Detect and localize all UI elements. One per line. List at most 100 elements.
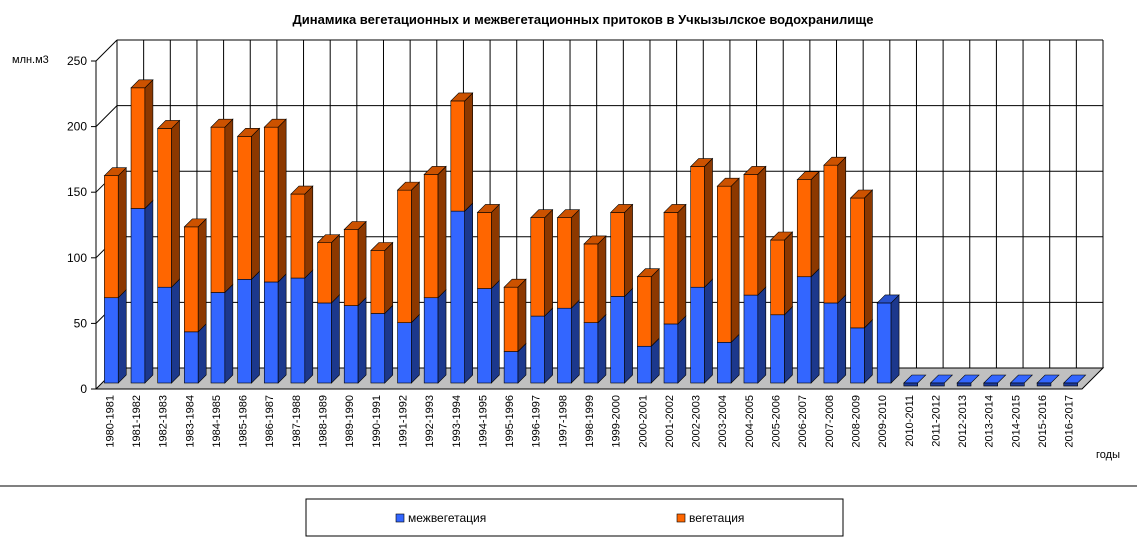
bar-vegetatsiya-top: [556, 209, 581, 218]
bar-vegetatsiya-side: [171, 119, 180, 288]
bar-mezhvegetatsiya-side: [331, 294, 340, 384]
bar-vegetatsiya-top: [183, 218, 207, 228]
bar-vegetatsiya-side: [411, 181, 420, 324]
bar-mezhvegetatsiya-side: [197, 323, 207, 384]
bar-vegetatsiya-side: [570, 208, 580, 309]
bar-vegetatsiya-side: [277, 118, 287, 283]
x-tick-label: 2006-2007: [797, 395, 809, 448]
x-tick-label: 2005-2006: [771, 395, 783, 448]
bar-mezhvegetatsiya-side: [357, 296, 367, 384]
bar-vegetatsiya: [530, 217, 545, 317]
bar-mezhvegetatsiya: [130, 208, 146, 384]
bar-mezhvegetatsiya-side: [864, 319, 873, 384]
bar-vegetatsiya-side: [837, 156, 847, 304]
bar-vegetatsiya: [663, 212, 679, 325]
bar-vegetatsiya-side: [597, 235, 607, 324]
bar-mezhvegetatsiya: [503, 351, 519, 384]
bar-vegetatsiya-top: [130, 79, 154, 89]
bar-mezhvegetatsiya: [557, 307, 572, 384]
bar-mezhvegetatsiya: [690, 286, 705, 384]
bar-vegetatsiya-top: [396, 181, 421, 191]
bar-vegetatsiya-side: [810, 170, 820, 278]
bar-vegetatsiya: [557, 217, 572, 309]
x-tick-label: 1989-1990: [344, 395, 356, 448]
bar-vegetatsiya-side: [517, 278, 527, 353]
bar-vegetatsiya-side: [251, 127, 260, 281]
x-tick-label: 2015-2016: [1037, 395, 1049, 448]
bar-vegetatsiya: [583, 243, 599, 323]
x-tick-label: 1993-1994: [451, 395, 463, 448]
x-tick-label: 1995-1996: [504, 395, 516, 448]
bar-vegetatsiya-side: [704, 157, 713, 288]
bar-mezhvegetatsiya-side: [117, 288, 127, 384]
bar-vegetatsiya-top: [583, 235, 607, 245]
x-tick-label: 1986-1987: [264, 395, 276, 448]
bar-mezhvegetatsiya: [210, 292, 226, 384]
bar-vegetatsiya: [450, 100, 465, 212]
x-tick-label: 2007-2008: [824, 395, 836, 448]
legend-swatch: [395, 513, 405, 523]
bar-mezhvegetatsiya: [237, 279, 252, 384]
bar-vegetatsiya-side: [677, 203, 687, 325]
y-tick-label: 200: [67, 120, 87, 134]
bar-vegetatsiya-side: [437, 165, 447, 299]
x-tick-label: 1984-1985: [211, 395, 223, 448]
bar-vegetatsiya: [397, 189, 412, 323]
bar-vegetatsiya-side: [650, 268, 660, 347]
bar-mezhvegetatsiya: [876, 302, 892, 384]
bar-mezhvegetatsiya-side: [837, 294, 847, 384]
bar-mezhvegetatsiya: [477, 288, 492, 384]
x-tick-label: 1997-1998: [557, 395, 569, 448]
bar-vegetatsiya: [104, 175, 119, 299]
bar-vegetatsiya: [503, 286, 519, 352]
x-tick-label: 1992-1993: [424, 395, 436, 448]
bar-vegetatsiya-top: [103, 167, 127, 177]
x-tick-label: 1982-1983: [158, 395, 170, 448]
bar-mezhvegetatsiya: [104, 297, 119, 384]
bar-vegetatsiya-top: [343, 221, 367, 230]
bar-vegetatsiya-top: [823, 156, 847, 166]
y-tick-label: 100: [67, 251, 87, 265]
bar-mezhvegetatsiya-side: [491, 279, 500, 384]
bar-vegetatsiya: [184, 226, 199, 333]
bar-vegetatsiya: [690, 166, 705, 288]
x-tick-label: 2001-2002: [664, 395, 676, 448]
legend-swatch: [676, 513, 686, 523]
bar-mezhvegetatsiya: [637, 345, 652, 384]
bar-vegetatsiya-top: [689, 158, 714, 167]
bar-vegetatsiya-side: [864, 189, 873, 329]
bar-empty-front: [1063, 382, 1078, 387]
bar-vegetatsiya-top: [796, 171, 820, 180]
bar-mezhvegetatsiya-side: [890, 294, 900, 384]
x-tick-label: 1999-2000: [611, 395, 623, 448]
bar-vegetatsiya: [850, 197, 865, 329]
bar-mezhvegetatsiya: [450, 210, 465, 384]
bar-vegetatsiya-top: [370, 242, 394, 251]
bar-vegetatsiya-side: [304, 185, 314, 279]
bar-vegetatsiya: [637, 276, 652, 347]
legend-box: [305, 498, 844, 537]
bar-mezhvegetatsiya-side: [624, 287, 633, 384]
bar-vegetatsiya: [823, 164, 839, 304]
bar-mezhvegetatsiya: [263, 281, 279, 384]
bar-vegetatsiya: [237, 136, 252, 280]
x-tick-label: 2012-2013: [957, 395, 969, 448]
bar-mezhvegetatsiya-side: [757, 286, 767, 384]
x-tick-label: 1985-1986: [238, 395, 250, 448]
bar-vegetatsiya-side: [491, 203, 500, 290]
bar-vegetatsiya-top: [530, 209, 554, 218]
bar-empty-front: [903, 382, 919, 387]
bar-vegetatsiya-side: [117, 166, 127, 299]
bar-vegetatsiya: [343, 229, 359, 306]
bar-vegetatsiya-side: [464, 92, 473, 212]
bar-vegetatsiya-top: [210, 118, 234, 128]
y-axis-label: млн.м3: [12, 54, 49, 66]
bar-vegetatsiya-side: [224, 118, 234, 294]
bar-vegetatsiya-top: [423, 166, 447, 175]
x-tick-label: 2000-2001: [637, 395, 649, 448]
bar-vegetatsiya-side: [197, 218, 207, 333]
bar-mezhvegetatsiya: [717, 342, 732, 384]
x-tick-label: 1996-1997: [531, 395, 543, 448]
x-tick-label: 2016-2017: [1064, 395, 1076, 448]
y-tick-label: 150: [67, 185, 87, 199]
